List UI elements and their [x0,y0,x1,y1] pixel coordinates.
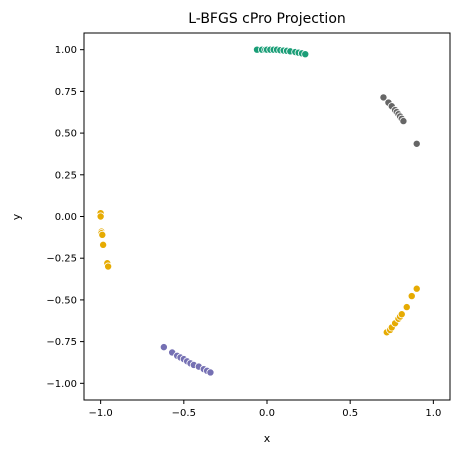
x-tick-label: 0.0 [259,408,275,419]
y-axis-label: y [10,213,23,220]
data-point [412,139,421,148]
data-point [407,292,416,301]
y-axis-ticks: 1.00 0.75 0.50 0.25 0.00 −0.25 −0.50 −0.75 −1.00 [46,45,84,390]
data-point [104,262,113,271]
y-tick-label: 0.25 [55,170,77,181]
x-axis-label: x [264,432,271,445]
y-tick-label: 0.00 [55,212,77,223]
x-tick-label: −1.0 [88,408,112,419]
point-cluster-5 [159,343,215,377]
y-tick-label: 1.00 [55,45,77,56]
y-tick-label: −0.50 [46,295,77,306]
data-point [402,303,411,312]
x-axis-ticks: −1.0 −0.5 0.0 0.5 1.0 [88,400,441,419]
plot-area [83,32,451,401]
data-point [206,368,215,377]
data-point [301,50,310,59]
y-tick-label: 0.75 [55,87,77,98]
y-tick-label: −0.25 [46,254,77,265]
x-tick-label: 1.0 [425,408,441,419]
data-points [96,45,421,377]
x-tick-label: 0.5 [342,408,358,419]
point-cluster-3 [96,209,113,271]
y-tick-label: 0.50 [55,129,77,140]
point-cluster-4 [382,284,421,337]
chart-title: L-BFGS cPro Projection [188,11,346,27]
data-point [412,284,421,293]
data-point [98,230,107,239]
data-point [397,310,406,319]
data-point [159,343,168,352]
y-tick-label: −1.00 [46,379,77,390]
y-tick-label: −0.75 [46,337,77,348]
point-cluster-2 [379,93,421,148]
x-tick-label: −0.5 [172,408,196,419]
data-point [379,93,388,102]
point-cluster-1 [253,45,310,59]
data-point [96,212,105,221]
data-point [99,240,108,249]
data-point [399,117,408,126]
